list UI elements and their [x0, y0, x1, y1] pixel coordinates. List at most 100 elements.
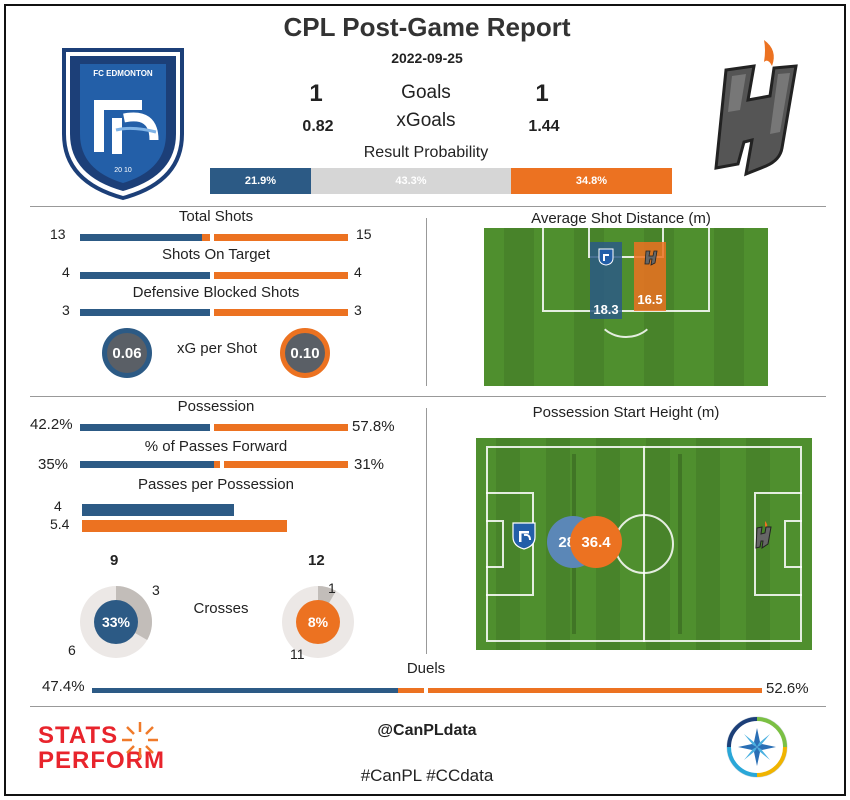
sponsor-line-1: STATS — [38, 722, 119, 749]
match-date: 2022-09-25 — [391, 50, 463, 66]
ppp-home-bar — [82, 504, 234, 516]
duels-away: 52.6% — [766, 680, 809, 697]
starburst-icon — [122, 722, 158, 758]
passes-forward-away-bar — [224, 461, 348, 468]
shots-on-target-home: 4 — [62, 264, 70, 280]
forge-crest-small-icon — [755, 521, 772, 550]
home-crosses-fail: 6 — [68, 642, 76, 658]
total-shots-away-bar — [214, 234, 348, 241]
svg-text:20 10: 20 10 — [114, 167, 132, 174]
shot-distance-home-value: 18.3 — [593, 302, 619, 317]
possession-label: Possession — [177, 398, 255, 415]
passes-per-possession-label: Passes per Possession — [138, 476, 294, 493]
prob-draw-segment: 43.3% — [311, 168, 511, 194]
total-shots-home-bar — [80, 234, 202, 241]
ppp-home: 4 — [54, 498, 62, 514]
shot-distance-home-mini-logo — [598, 248, 614, 266]
possession-height-title: Possession Start Height (m) — [532, 404, 720, 421]
ppp-away: 5.4 — [50, 516, 70, 532]
blocked-shots-home-bar — [80, 309, 210, 316]
duels-home-bar-tip — [398, 688, 424, 693]
shot-distance-title: Average Shot Distance (m) — [531, 210, 711, 227]
shots-on-target-away: 4 — [354, 264, 362, 280]
possession-height-away-circle: 36.4 — [570, 516, 622, 568]
passes-forward-away: 31% — [354, 456, 385, 473]
shot-distance-away-bar — [634, 242, 666, 311]
forge-crest-icon — [714, 40, 798, 177]
away-team-logo — [706, 36, 806, 186]
home-crosses-pct: 33% — [94, 600, 138, 644]
shot-distance-away-value: 16.5 — [637, 292, 663, 307]
away-crosses-total: 12 — [308, 552, 325, 569]
forge-mini-crest-icon — [644, 250, 658, 266]
away-crosses-success: 1 — [328, 580, 336, 596]
shots-on-target-home-bar — [80, 272, 210, 279]
twitter-handle: @CanPLdata — [377, 722, 477, 739]
shot-distance-away-mini-logo — [644, 248, 658, 266]
possession-height-pitch: 28.9 36.4 — [476, 438, 812, 650]
ph-home-mini-logo — [512, 522, 536, 550]
blocked-shots-label: Defensive Blocked Shots — [132, 284, 300, 301]
xg-label: xGoals — [396, 110, 456, 131]
canpl-data-logo — [724, 714, 790, 780]
possession-home-bar — [80, 424, 210, 431]
prob-away-segment: 34.8% — [511, 168, 672, 194]
xg-per-shot-away-circle: 0.10 — [280, 328, 330, 378]
passes-forward-home-bar — [80, 461, 214, 468]
total-shots-away: 15 — [356, 226, 372, 242]
page-title: CPL Post-Game Report — [283, 12, 571, 42]
home-crosses-success: 3 — [152, 582, 160, 598]
duels-home-bar — [92, 688, 398, 693]
possession-home: 42.2% — [30, 416, 73, 433]
fc-edmonton-crest-icon: FC EDMONTON 20 10 — [62, 48, 184, 201]
duels-label: Duels — [406, 660, 446, 677]
shots-on-target-label: Shots On Target — [161, 246, 271, 263]
prob-home-segment: 21.9% — [210, 168, 311, 194]
blocked-shots-away-bar — [214, 309, 348, 316]
total-shots-home: 13 — [50, 226, 66, 242]
fc-edmonton-mini-crest-icon — [598, 248, 614, 266]
passes-forward-home-bar-tip — [214, 461, 220, 468]
away-xg: 1.44 — [528, 118, 560, 135]
result-probability-label: Result Probability — [363, 144, 489, 161]
away-crosses-fail: 11 — [290, 646, 305, 662]
fc-edmonton-crest-small-icon — [512, 522, 536, 550]
crosses-label: Crosses — [193, 600, 249, 617]
home-crosses-total: 9 — [110, 552, 119, 569]
away-goals: 1 — [535, 80, 549, 107]
home-xg: 0.82 — [302, 118, 334, 135]
svg-text:FC EDMONTON: FC EDMONTON — [93, 69, 153, 78]
divider-middle — [30, 396, 826, 397]
ph-away-mini-logo — [754, 520, 774, 552]
total-shots-label: Total Shots — [178, 208, 254, 225]
goals-label: Goals — [401, 82, 451, 103]
blocked-shots-away: 3 — [354, 302, 362, 318]
xg-per-shot-label: xG per Shot — [176, 340, 258, 357]
home-goals: 1 — [309, 80, 323, 107]
report-frame: CPL Post-Game Report 2022-09-25 FC EDMON… — [4, 4, 846, 796]
duels-home: 47.4% — [42, 678, 85, 695]
canpl-data-badge-icon — [726, 716, 788, 778]
total-shots-home-bar-tip — [202, 234, 210, 241]
stats-perform-logo: STATS PERFORM — [38, 722, 188, 776]
shots-on-target-away-bar — [214, 272, 348, 279]
divider-vertical-bottom — [426, 408, 427, 654]
xg-per-shot-home-circle: 0.06 — [102, 328, 152, 378]
divider-vertical-top — [426, 218, 427, 386]
home-team-logo: FC EDMONTON 20 10 — [58, 42, 188, 202]
possession-away: 57.8% — [352, 418, 395, 435]
home-crosses-donut: 33% — [72, 578, 160, 666]
result-probability-bar: 21.9% 43.3% 34.8% — [210, 168, 672, 194]
possession-away-bar — [214, 424, 348, 431]
passes-forward-home: 35% — [38, 456, 69, 473]
hashtags: #CanPL #CCdata — [360, 766, 494, 785]
shot-distance-pitch: 18.3 16.5 — [484, 228, 768, 386]
duels-away-bar — [428, 688, 762, 693]
divider-top — [30, 206, 826, 207]
passes-forward-label: % of Passes Forward — [144, 438, 288, 455]
sponsor-line-2: PERFORM — [38, 747, 165, 774]
away-crosses-pct: 8% — [296, 600, 340, 644]
away-crosses-donut: 8% — [274, 578, 362, 666]
blocked-shots-home: 3 — [62, 302, 70, 318]
ppp-away-bar — [82, 520, 287, 532]
